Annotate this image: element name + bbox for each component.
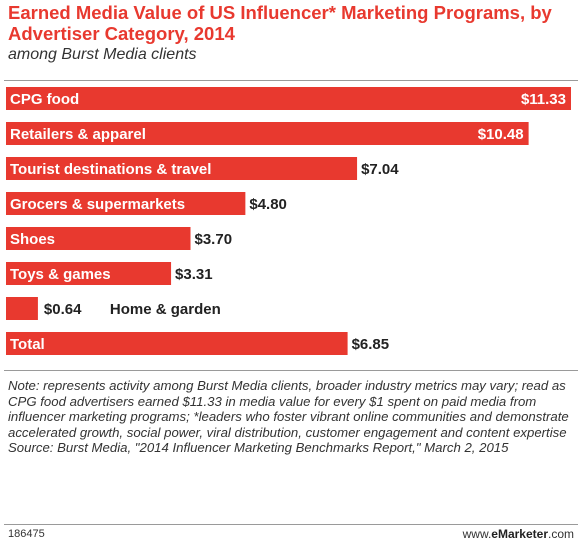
bar-toys-games: [6, 262, 172, 285]
bar-total: [6, 332, 348, 355]
bar-tourist-destinations-travel: [6, 157, 358, 180]
value-label-shoes: $3.70: [195, 231, 233, 248]
category-label-cpg-food: CPG food: [10, 91, 79, 108]
bar-retailers-apparel: [6, 122, 529, 145]
chart-subtitle: among Burst Media clients: [8, 46, 197, 63]
bar-home-garden: [6, 297, 38, 320]
chart-title: Earned Media Value of US Influencer* Mar…: [8, 2, 552, 44]
footer-divider: [4, 524, 578, 525]
category-label-retailers-apparel: Retailers & apparel: [10, 126, 146, 143]
value-label-retailers-apparel: $10.48: [478, 126, 524, 143]
chart-id: 186475: [8, 528, 45, 540]
value-label-home-garden: $0.64: [44, 301, 82, 318]
source-text: Source: Burst Media, "2014 Influencer Ma…: [8, 440, 509, 455]
brand-suffix: .com: [547, 527, 574, 541]
bar-cpg-food: [6, 87, 571, 110]
chart-note: Note: represents activity among Burst Me…: [8, 378, 576, 456]
category-label-toys-games: Toys & games: [10, 266, 111, 283]
value-label-toys-games: $3.31: [175, 266, 213, 283]
bottom-divider: [4, 370, 578, 371]
bar-grocers-supermarkets: [6, 192, 246, 215]
value-label-tourist-destinations-travel: $7.04: [361, 161, 399, 178]
category-label-shoes: Shoes: [10, 231, 55, 248]
category-label-total: Total: [10, 336, 45, 353]
bar-chart: CPG food $11.33 Retailers & apparel $10.48 T…: [6, 87, 571, 355]
value-label-total: $6.85: [352, 336, 390, 353]
category-label-tourist-destinations-travel: Tourist destinations & travel: [10, 161, 211, 178]
value-label-grocers-supermarkets: $4.80: [249, 196, 287, 213]
top-divider: [4, 80, 578, 81]
category-label-grocers-supermarkets: Grocers & supermarkets: [10, 196, 185, 213]
bar-shoes: [6, 227, 191, 250]
brand-prefix: www.: [462, 527, 492, 541]
category-label-home-garden: Home & garden: [110, 301, 221, 318]
brand-name: eMarketer: [491, 527, 548, 541]
emarketer-brand: www.eMarketer.com: [463, 527, 574, 541]
value-label-cpg-food: $11.33: [521, 91, 566, 108]
note-text: Note: represents activity among Burst Me…: [8, 378, 569, 440]
